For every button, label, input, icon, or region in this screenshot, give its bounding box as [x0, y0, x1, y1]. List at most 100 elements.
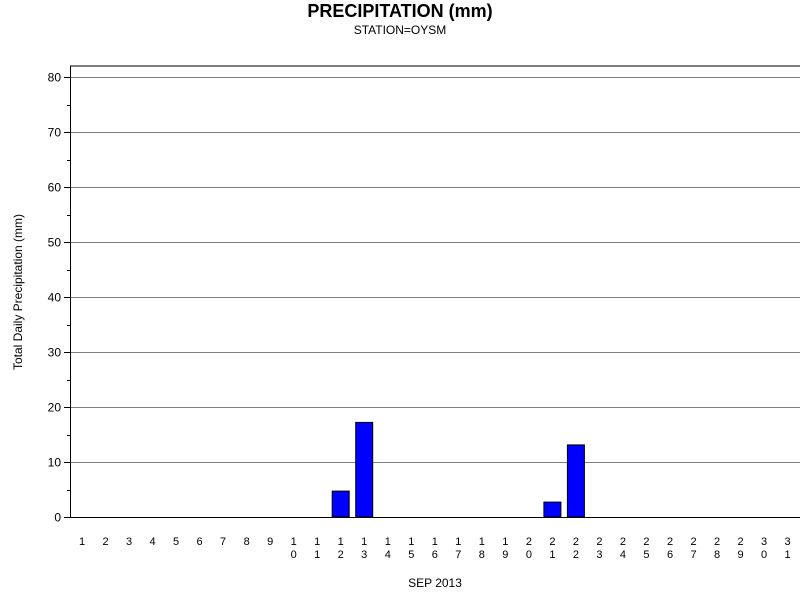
x-tick-digit: 5 [643, 549, 649, 561]
x-tick-label-26: 26 [667, 536, 673, 561]
x-tick-digit: 3 [596, 549, 602, 561]
x-tick-digit: 2 [573, 549, 579, 561]
x-tick-digit: 1 [479, 536, 485, 548]
x-tick-label-30: 30 [761, 536, 767, 561]
x-tick-digit: 1 [79, 536, 85, 548]
y-tick-label: 70 [48, 126, 62, 140]
x-tick-digit: 2 [690, 536, 696, 548]
x-tick-digit: 6 [197, 536, 203, 548]
x-tick-label-27: 27 [690, 536, 696, 561]
x-tick-digit: 8 [479, 549, 485, 561]
x-tick-digit: 3 [785, 536, 791, 548]
x-tick-digit: 8 [244, 536, 250, 548]
x-tick-digit: 1 [432, 536, 438, 548]
x-tick-label-15: 15 [408, 536, 414, 561]
x-tick-digit: 0 [291, 549, 297, 561]
x-tick-digit: 2 [714, 536, 720, 548]
x-tick-digit: 1 [455, 536, 461, 548]
x-tick-label-5: 5 [173, 536, 179, 548]
x-tick-label-22: 22 [573, 536, 579, 561]
bar-day-12 [331, 490, 350, 518]
x-tick-digit: 2 [620, 536, 626, 548]
x-tick-digit: 2 [643, 536, 649, 548]
x-tick-digit: 1 [314, 536, 320, 548]
bar-day-22 [566, 444, 585, 518]
x-tick-label-10: 10 [291, 536, 297, 561]
x-tick-label-3: 3 [126, 536, 132, 548]
x-tick-digit: 1 [785, 549, 791, 561]
x-tick-digit: 3 [361, 549, 367, 561]
x-tick-digit: 1 [338, 536, 344, 548]
x-tick-digit: 4 [149, 536, 155, 548]
y-tick-label: 0 [54, 511, 61, 525]
x-tick-digit: 7 [690, 549, 696, 561]
x-axis-ticks: 1 2 3 4 5 6 7 8 9 1011121314151617181920212223242… [79, 536, 791, 561]
x-tick-label-21: 21 [549, 536, 555, 561]
x-tick-label-17: 17 [455, 536, 461, 561]
x-tick-digit: 9 [737, 549, 743, 561]
x-tick-digit: 0 [761, 549, 767, 561]
x-tick-digit: 9 [502, 549, 508, 561]
x-tick-digit: 2 [737, 536, 743, 548]
x-tick-digit: 9 [267, 536, 273, 548]
x-tick-label-28: 28 [714, 536, 720, 561]
x-tick-label-25: 25 [643, 536, 649, 561]
x-tick-label-7: 7 [220, 536, 226, 548]
x-tick-digit: 1 [408, 536, 414, 548]
x-tick-digit: 1 [502, 536, 508, 548]
x-tick-digit: 1 [361, 536, 367, 548]
x-tick-label-31: 31 [785, 536, 791, 561]
x-axis-label: SEP 2013 [408, 576, 462, 590]
x-tick-digit: 6 [432, 549, 438, 561]
axes [70, 66, 800, 518]
x-tick-digit: 5 [408, 549, 414, 561]
x-tick-digit: 6 [667, 549, 673, 561]
x-tick-digit: 2 [573, 536, 579, 548]
x-tick-label-2: 2 [102, 536, 108, 548]
x-tick-digit: 4 [385, 549, 391, 561]
gridlines [70, 65, 800, 463]
x-tick-digit: 7 [455, 549, 461, 561]
y-tick-label: 30 [48, 346, 62, 360]
x-tick-digit: 4 [620, 549, 626, 561]
bars [331, 421, 585, 518]
y-tick-label: 80 [48, 71, 62, 85]
chart-subtitle: STATION=OYSM [353, 23, 447, 37]
x-tick-digit: 1 [549, 549, 555, 561]
x-tick-label-24: 24 [620, 536, 626, 561]
x-tick-label-23: 23 [596, 536, 602, 561]
bar-day-13 [355, 421, 374, 518]
x-tick-digit: 2 [526, 536, 532, 548]
x-tick-digit: 2 [102, 536, 108, 548]
x-tick-digit: 1 [291, 536, 297, 548]
x-tick-label-12: 12 [338, 536, 344, 561]
y-axis-label: Total Daily Precipitation (mm) [11, 214, 25, 370]
bar-day-21 [543, 501, 562, 518]
x-tick-label-20: 20 [526, 536, 532, 561]
y-tick-label: 60 [48, 181, 62, 195]
x-tick-label-18: 18 [479, 536, 485, 561]
x-tick-label-29: 29 [737, 536, 743, 561]
x-tick-digit: 8 [714, 549, 720, 561]
x-tick-digit: 3 [761, 536, 767, 548]
y-tick-label: 10 [48, 456, 62, 470]
x-tick-digit: 7 [220, 536, 226, 548]
x-tick-label-13: 13 [361, 536, 367, 561]
x-tick-digit: 1 [385, 536, 391, 548]
x-tick-digit: 3 [126, 536, 132, 548]
x-tick-label-11: 11 [314, 536, 320, 561]
x-tick-digit: 1 [314, 549, 320, 561]
y-tick-label: 20 [48, 401, 62, 415]
x-tick-label-19: 19 [502, 536, 508, 561]
chart-title: PRECIPITATION (mm) [307, 1, 493, 21]
x-tick-label-6: 6 [197, 536, 203, 548]
x-tick-label-4: 4 [149, 536, 155, 548]
x-tick-digit: 5 [173, 536, 179, 548]
x-tick-label-14: 14 [385, 536, 391, 561]
y-axis-ticks: 0 10 20 30 40 50 60 70 80 [48, 71, 70, 525]
y-tick-label: 40 [48, 291, 62, 305]
x-tick-digit: 2 [549, 536, 555, 548]
x-tick-label-8: 8 [244, 536, 250, 548]
y-tick-label: 50 [48, 236, 62, 250]
